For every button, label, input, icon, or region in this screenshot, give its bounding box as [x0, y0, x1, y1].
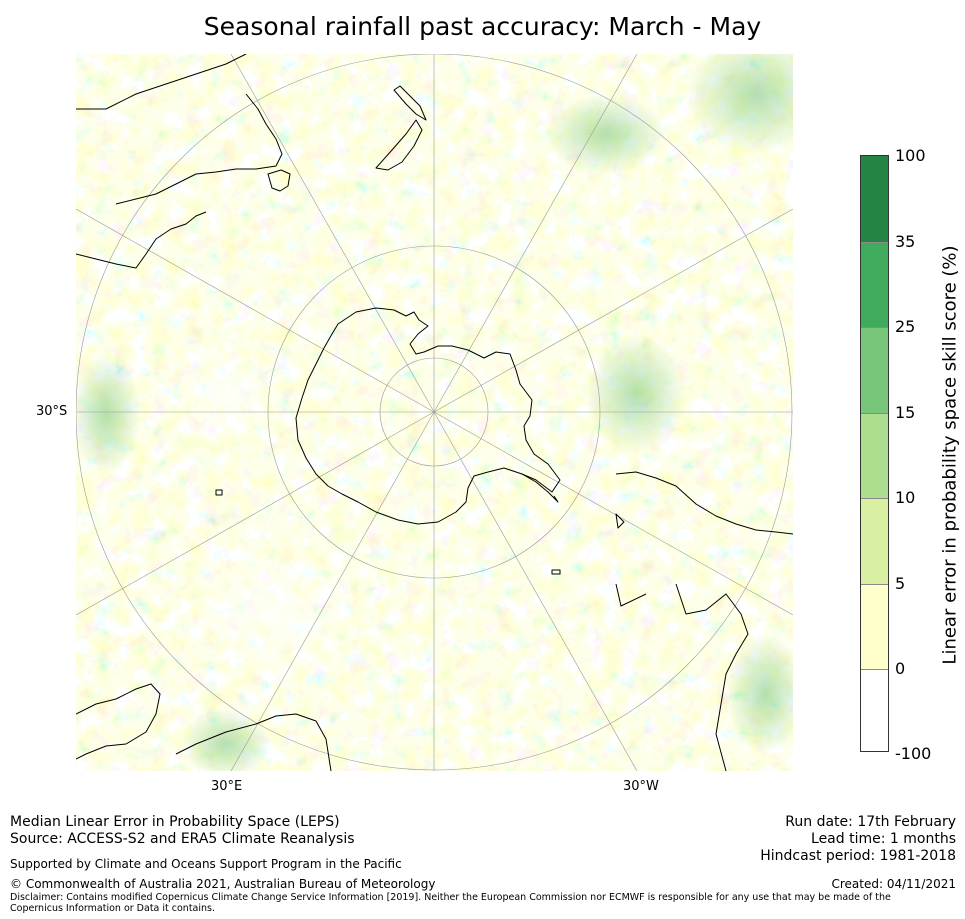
- colorbar-tick: 0: [895, 659, 906, 678]
- colorbar-tick: 10: [895, 488, 916, 507]
- footer-lead-time: Lead time: 1 months: [811, 831, 956, 847]
- coastlines: [76, 54, 793, 771]
- footer-created: Created: 04/11/2021: [831, 877, 956, 891]
- colorbar-tick: 35: [895, 232, 916, 251]
- colorbar-bin: [861, 669, 888, 751]
- graticule: [76, 54, 793, 771]
- colorbar-tick: 5: [895, 574, 906, 593]
- colorbar-bin: [861, 156, 888, 242]
- footer-disclaimer: Disclaimer: Contains modified Copernicus…: [10, 892, 891, 914]
- colorbar-bin: [861, 498, 888, 584]
- map-canvas: [76, 54, 793, 771]
- south-america-coast: [615, 471, 793, 535]
- colorbar-bin: [861, 242, 888, 327]
- colorbar-tick: -100: [895, 744, 932, 763]
- colorbar-bin: [861, 584, 888, 669]
- colorbar-tick: 25: [895, 317, 916, 336]
- skill-patches: [76, 54, 793, 771]
- footer-source: Source: ACCESS-S2 and ERA5 Climate Reana…: [10, 831, 355, 847]
- colorbar: [860, 155, 889, 752]
- africa-coast: [76, 683, 161, 760]
- footer-run-date: Run date: 17th February: [785, 814, 956, 830]
- colorbar-tick: 100: [895, 146, 926, 165]
- antarctica-coast: [295, 307, 561, 525]
- colorbar-bin: [861, 327, 888, 413]
- polar-map: [76, 54, 793, 771]
- colorbar-label: Linear error in probability space skill …: [939, 245, 961, 665]
- map-title: Seasonal rainfall past accuracy: March -…: [203, 12, 762, 41]
- tasmania-coast: [267, 169, 291, 192]
- footer-support: Supported by Climate and Oceans Support …: [10, 857, 402, 871]
- australia-coast: [76, 54, 247, 110]
- lat-label-30s: 30°S: [36, 404, 68, 419]
- footer-copyright: © Commonwealth of Australia 2021, Austra…: [10, 877, 436, 891]
- new-zealand-coast: [375, 119, 423, 171]
- colorbar-tick: 15: [895, 403, 916, 422]
- lon-label-30w: 30°W: [623, 779, 659, 794]
- lon-label-30e: 30°E: [211, 779, 243, 794]
- footer-hindcast: Hindcast period: 1981-2018: [760, 848, 956, 864]
- footer-method: Median Linear Error in Probability Space…: [10, 814, 340, 830]
- colorbar-bin: [861, 413, 888, 498]
